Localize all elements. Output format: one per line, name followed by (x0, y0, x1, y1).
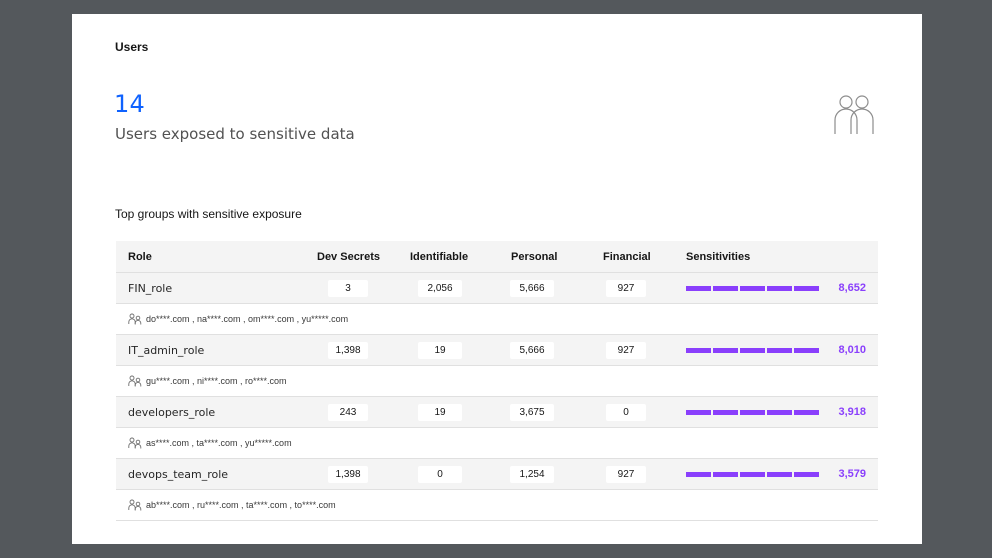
dev-secrets-count: 1,398 (328, 466, 368, 483)
sensitivity-segment (794, 348, 819, 353)
sensitivity-segment (740, 286, 765, 291)
sensitivity-bar (686, 410, 820, 415)
users-card: Users 14 Users exposed to sensitive data… (72, 14, 922, 544)
sensitivity-segment (740, 472, 765, 477)
identifiable-count: 19 (418, 342, 462, 359)
financial-count: 927 (606, 280, 646, 297)
sensitivity-segment (794, 472, 819, 477)
section-title: Users (115, 40, 149, 54)
user-emails: as****.com , ta****.com , yu*****.com (146, 438, 292, 448)
table-row[interactable]: developers_role 243 19 3,675 0 3,918 (116, 397, 878, 428)
users-row: as****.com , ta****.com , yu*****.com (116, 428, 878, 459)
exposed-users-count: 14 (114, 90, 145, 118)
users-icon (128, 313, 142, 325)
role-name: FIN_role (128, 282, 173, 295)
sensitivity-segment (686, 348, 711, 353)
col-financial[interactable]: Financial (603, 251, 651, 263)
sensitivity-bar (686, 472, 820, 477)
groups-title: Top groups with sensitive exposure (115, 207, 302, 221)
sensitivity-segment (740, 348, 765, 353)
role-name: devops_team_role (128, 468, 229, 481)
sensitivity-segment (767, 348, 792, 353)
sensitivity-total: 3,918 (838, 406, 866, 418)
sensitivity-segment (740, 410, 765, 415)
financial-count: 0 (606, 404, 646, 421)
sensitivity-segment (767, 410, 792, 415)
financial-count: 927 (606, 342, 646, 359)
sensitivity-segment (767, 286, 792, 291)
sensitivity-bar (686, 348, 820, 353)
financial-count: 927 (606, 466, 646, 483)
users-row: ab****.com , ru****.com , ta****.com , t… (116, 490, 878, 521)
dev-secrets-count: 243 (328, 404, 368, 421)
personal-count: 3,675 (510, 404, 554, 421)
sensitivity-segment (686, 410, 711, 415)
col-role[interactable]: Role (128, 251, 152, 263)
sensitivity-segment (686, 286, 711, 291)
group-users-icon (834, 95, 874, 134)
users-row: gu****.com , ni****.com , ro****.com (116, 366, 878, 397)
col-sensitivities[interactable]: Sensitivities (686, 251, 751, 263)
sensitivity-segment (794, 286, 819, 291)
exposed-users-label: Users exposed to sensitive data (115, 125, 355, 143)
sensitivity-segment (713, 472, 738, 477)
users-icon (128, 375, 142, 387)
users-row: do****.com , na****.com , om****.com , y… (116, 304, 878, 335)
users-icon (128, 437, 142, 449)
role-name: IT_admin_role (128, 344, 205, 357)
dev-secrets-count: 3 (328, 280, 368, 297)
table-header: Role Dev Secrets Identifiable Personal F… (116, 241, 878, 273)
table-body: FIN_role 3 2,056 5,666 927 8,652 do****.com , … (116, 273, 878, 521)
col-dev-secrets[interactable]: Dev Secrets (317, 251, 380, 263)
sensitivity-segment (767, 472, 792, 477)
user-emails: do****.com , na****.com , om****.com , y… (146, 314, 349, 324)
sensitivity-segment (713, 286, 738, 291)
table-row[interactable]: FIN_role 3 2,056 5,666 927 8,652 (116, 273, 878, 304)
sensitivity-total: 8,652 (838, 282, 866, 294)
role-name: developers_role (128, 406, 216, 419)
sensitivity-segment (686, 472, 711, 477)
users-icon (128, 499, 142, 511)
user-emails: ab****.com , ru****.com , ta****.com , t… (146, 500, 336, 510)
sensitivity-segment (713, 410, 738, 415)
col-personal[interactable]: Personal (511, 251, 558, 263)
table-row[interactable]: devops_team_role 1,398 0 1,254 927 3,579 (116, 459, 878, 490)
sensitivity-bar (686, 286, 820, 291)
col-identifiable[interactable]: Identifiable (410, 251, 469, 263)
personal-count: 1,254 (510, 466, 554, 483)
dev-secrets-count: 1,398 (328, 342, 368, 359)
identifiable-count: 0 (418, 466, 462, 483)
personal-count: 5,666 (510, 280, 554, 297)
sensitivity-total: 8,010 (838, 344, 866, 356)
identifiable-count: 19 (418, 404, 462, 421)
user-emails: gu****.com , ni****.com , ro****.com (146, 376, 287, 386)
sensitivity-segment (713, 348, 738, 353)
table-row[interactable]: IT_admin_role 1,398 19 5,666 927 8,010 (116, 335, 878, 366)
groups-table: Role Dev Secrets Identifiable Personal F… (116, 241, 878, 521)
sensitivity-total: 3,579 (838, 468, 866, 480)
personal-count: 5,666 (510, 342, 554, 359)
identifiable-count: 2,056 (418, 280, 462, 297)
sensitivity-segment (794, 410, 819, 415)
